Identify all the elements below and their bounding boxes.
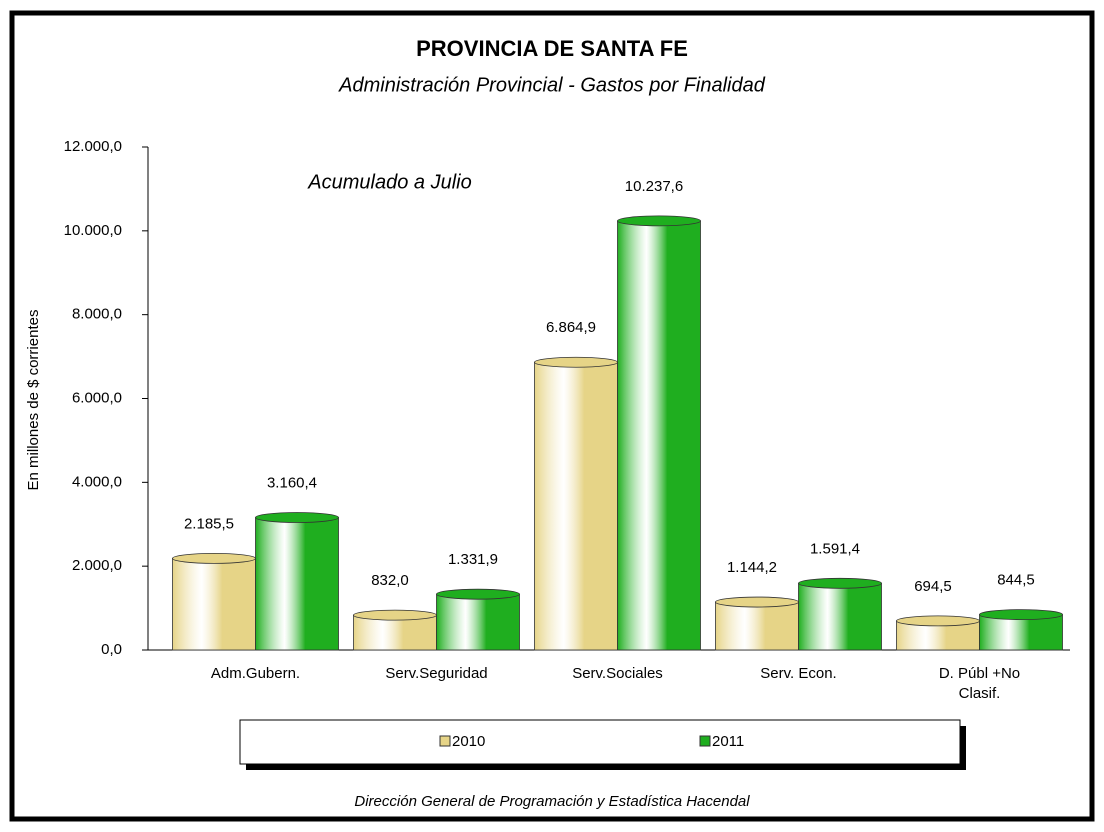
y-tick-label: 0,0 bbox=[101, 641, 122, 658]
bar bbox=[255, 517, 339, 651]
bar bbox=[798, 582, 882, 651]
data-label: 6.864,9 bbox=[546, 319, 596, 336]
x-tick-label: Adm.Gubern. bbox=[211, 665, 300, 682]
bar bbox=[979, 614, 1063, 651]
y-tick-label: 2.000,0 bbox=[72, 557, 122, 574]
x-tick-label: D. Públ +No Clasif. bbox=[939, 665, 1020, 702]
legend-swatch bbox=[699, 735, 711, 747]
bar-top bbox=[896, 615, 980, 627]
y-tick-label: 6.000,0 bbox=[72, 389, 122, 406]
data-label: 694,5 bbox=[914, 578, 952, 595]
bar-top bbox=[798, 577, 882, 589]
bar-top bbox=[979, 609, 1063, 621]
y-tick-label: 12.000,0 bbox=[64, 138, 122, 155]
bar bbox=[172, 557, 256, 651]
x-tick-label: Serv. Econ. bbox=[760, 665, 836, 682]
data-label: 2.185,5 bbox=[184, 515, 234, 532]
chart-title: PROVINCIA DE SANTA FE bbox=[416, 36, 688, 61]
data-label: 1.144,2 bbox=[727, 559, 777, 576]
bar-top bbox=[353, 609, 437, 621]
bar bbox=[534, 361, 618, 651]
data-label: 1.591,4 bbox=[810, 540, 860, 557]
bar-top bbox=[436, 588, 520, 600]
x-tick-label: Serv.Seguridad bbox=[385, 665, 487, 682]
bar bbox=[715, 601, 799, 651]
legend-box bbox=[239, 719, 961, 765]
data-label: 3.160,4 bbox=[267, 474, 317, 491]
data-label: 1.331,9 bbox=[448, 551, 498, 568]
data-label: 832,0 bbox=[371, 572, 409, 589]
y-tick-label: 8.000,0 bbox=[72, 306, 122, 323]
bar-top bbox=[617, 215, 701, 227]
bar-top bbox=[255, 512, 339, 523]
source: Dirección General de Programación y Esta… bbox=[354, 793, 750, 810]
legend-label: 2011 bbox=[712, 733, 744, 750]
bar-top bbox=[715, 596, 799, 608]
bar bbox=[436, 593, 520, 651]
y-tick-label: 10.000,0 bbox=[64, 222, 122, 239]
bar-top bbox=[172, 552, 256, 564]
legend-label: 2010 bbox=[452, 733, 485, 750]
bar-top bbox=[534, 356, 618, 368]
y-axis-label: En millones de $ corrientes bbox=[25, 310, 42, 491]
data-label: 10.237,6 bbox=[625, 178, 683, 195]
y-tick-label: 4.000,0 bbox=[72, 473, 122, 490]
chart-subtitle: Administración Provincial - Gastos por F… bbox=[338, 74, 766, 96]
x-tick-label: Serv.Sociales bbox=[572, 665, 663, 682]
legend-swatch bbox=[439, 735, 451, 747]
bar bbox=[617, 220, 701, 651]
annotation: Acumulado a Julio bbox=[307, 171, 471, 193]
data-label: 844,5 bbox=[997, 572, 1035, 589]
